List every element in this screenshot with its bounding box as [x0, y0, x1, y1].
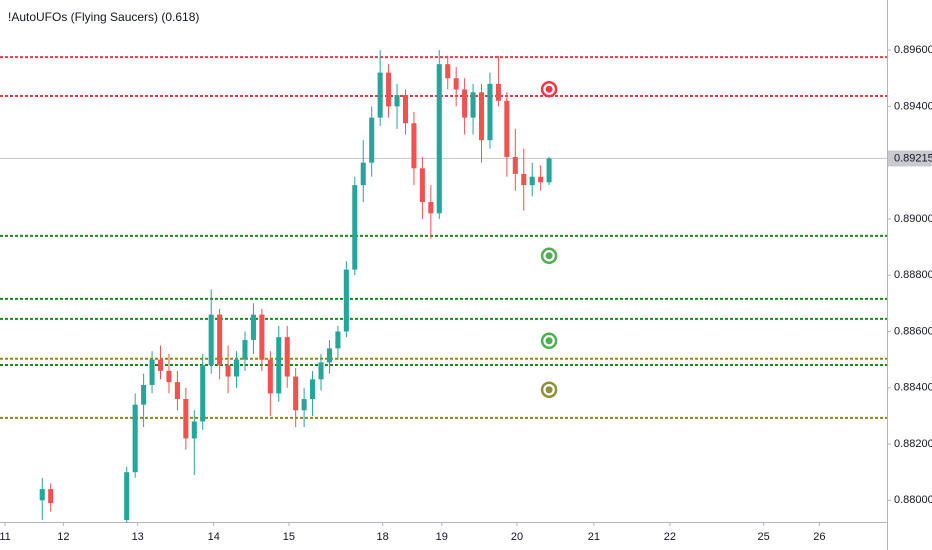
candle-body	[250, 314, 256, 340]
candle-body	[276, 337, 282, 394]
y-tick-label: 0.89400	[894, 100, 932, 112]
candle-body	[352, 185, 358, 270]
candle-body	[48, 489, 54, 504]
candle-body	[521, 173, 527, 186]
candle-body	[419, 168, 425, 203]
candle-body	[453, 78, 459, 90]
candle-body	[284, 337, 290, 377]
y-tick-label: 0.89600	[894, 44, 932, 56]
marker-ring	[540, 247, 558, 265]
x-tick-label: 18	[377, 531, 389, 543]
candle-body	[39, 489, 45, 501]
candle-body	[343, 269, 349, 332]
x-tick-label: 20	[511, 531, 523, 543]
x-tick-label: 14	[208, 531, 220, 543]
candle-body	[445, 64, 451, 79]
candle-body	[487, 83, 493, 141]
candle-body	[141, 384, 147, 405]
candle-body	[512, 157, 518, 174]
candle-body	[191, 421, 197, 439]
marker-dot	[545, 252, 553, 260]
candle-body	[529, 176, 535, 186]
x-tick-label: 26	[813, 531, 825, 543]
marker-dot	[545, 337, 553, 345]
candle-body	[267, 359, 273, 394]
current-price-tag	[888, 150, 932, 167]
current-price-label: 0.89215	[894, 152, 932, 164]
x-tick-label: 25	[758, 531, 770, 543]
candle-body	[132, 404, 138, 473]
y-tick-label: 0.89000	[894, 213, 932, 225]
candle-body	[259, 314, 265, 360]
candle-body	[200, 365, 206, 422]
candle-body	[495, 83, 501, 101]
y-tick-label: 0.88000	[894, 494, 932, 506]
candle-body	[462, 89, 468, 118]
x-tick-label: 12	[57, 531, 69, 543]
chart-title: !AutoUFOs (Flying Saucers) (0.618)	[8, 10, 199, 24]
candle-body	[293, 376, 299, 411]
y-tick-label: 0.88600	[894, 325, 932, 337]
candle-body	[394, 95, 400, 107]
candle-body	[470, 92, 476, 118]
marker-ring	[540, 80, 558, 98]
candle-body	[386, 72, 392, 107]
candle-body	[335, 331, 341, 349]
marker-ring	[540, 332, 558, 350]
candle-body	[318, 362, 324, 380]
candle-body	[310, 379, 316, 400]
x-tick-label: 13	[132, 531, 144, 543]
candle-body	[183, 399, 189, 439]
x-tick-label: 11	[0, 531, 11, 543]
y-tick-label: 0.88200	[894, 438, 932, 450]
candle-body	[174, 382, 180, 400]
candle-body	[360, 162, 366, 186]
candle-body	[436, 64, 442, 214]
candle-body	[538, 176, 544, 183]
candle-body	[326, 348, 332, 363]
x-tick-label: 15	[283, 531, 295, 543]
candle-body	[225, 365, 231, 377]
candle-body	[242, 339, 248, 360]
candle-body	[478, 92, 485, 141]
marker-dot	[545, 85, 553, 93]
candle-body	[411, 123, 417, 169]
marker-ring	[540, 381, 558, 398]
candle-body	[402, 95, 409, 124]
x-tick-label: 22	[664, 531, 676, 543]
candle-body	[301, 399, 307, 411]
candle-body	[377, 72, 383, 118]
candle-body	[546, 158, 552, 183]
candle-body	[369, 117, 375, 163]
candle-body	[149, 359, 155, 385]
candle-body	[428, 202, 434, 214]
candle-body	[124, 472, 130, 521]
candle-body	[166, 370, 172, 383]
x-tick-label: 21	[588, 531, 600, 543]
candle-body	[504, 100, 510, 158]
candle-body	[217, 314, 223, 366]
marker-dot	[545, 386, 553, 394]
candle-body	[157, 359, 164, 371]
y-tick-label: 0.88400	[894, 382, 932, 394]
candle-body	[208, 314, 214, 366]
x-tick-label: 19	[436, 531, 448, 543]
candle-body	[233, 359, 240, 377]
y-tick-label: 0.88800	[894, 269, 932, 281]
